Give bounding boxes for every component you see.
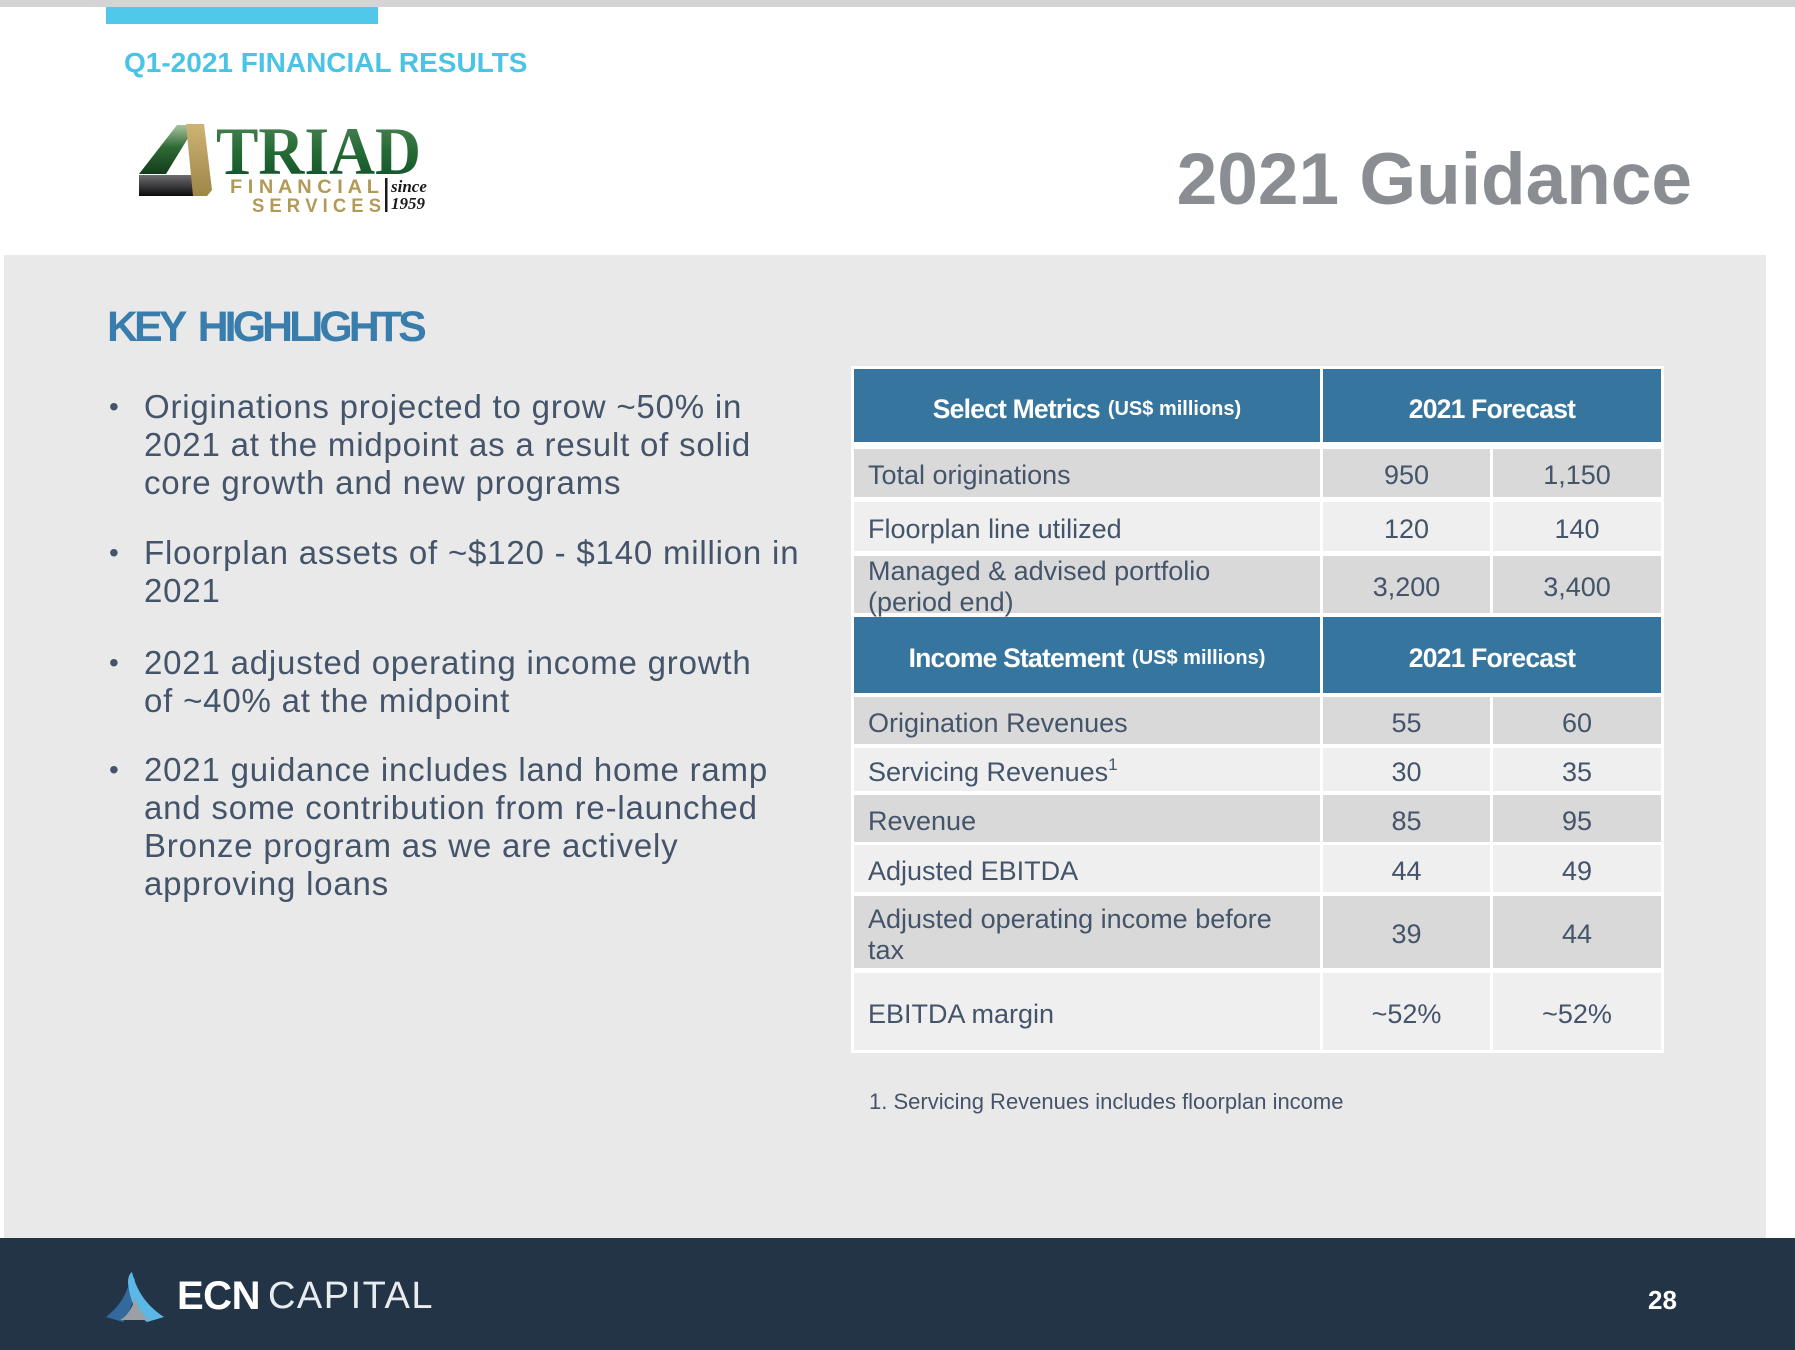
- svg-text:F I N A N C I A L: F I N A N C I A L: [230, 177, 379, 198]
- svg-text:S E R V I C E S: S E R V I C E S: [252, 196, 381, 217]
- svg-text:1959: 1959: [391, 194, 426, 213]
- svg-text:since: since: [390, 177, 427, 196]
- svg-text:TRIAD: TRIAD: [216, 118, 421, 189]
